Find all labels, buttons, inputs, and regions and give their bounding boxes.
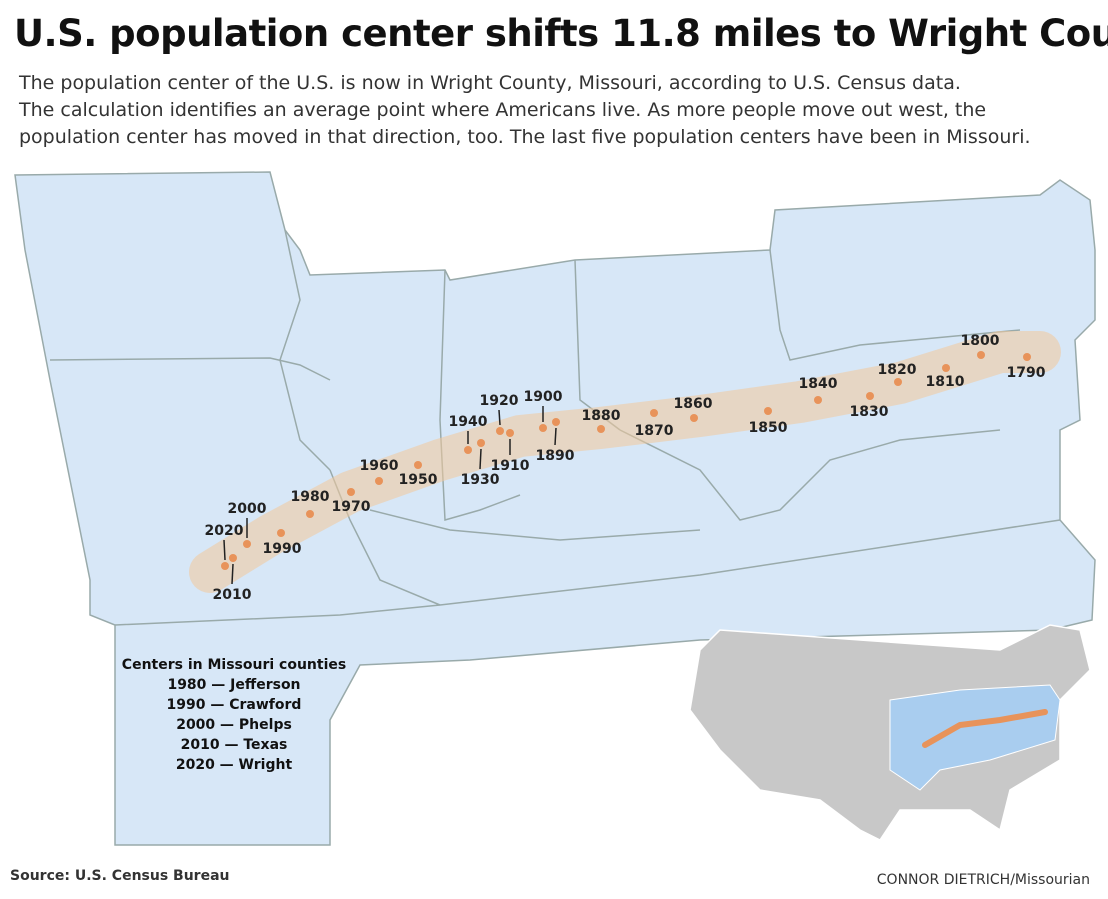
center-dot: [496, 427, 504, 435]
state-border: [769, 249, 1021, 361]
note-line: 2010 — Texas: [181, 737, 288, 753]
note-title: Centers in Missouri counties: [122, 657, 346, 673]
leader-line: [498, 409, 501, 426]
year-label: 1810: [926, 374, 965, 390]
center-dot: [552, 418, 560, 426]
center-dot: [477, 439, 485, 447]
center-dot: [375, 477, 383, 485]
year-label: 2010: [213, 587, 252, 603]
state-border: [619, 429, 1001, 521]
source: U.S. Census Bureau: [75, 868, 230, 884]
subtitle: The population center of the U.S. is now…: [19, 70, 1031, 151]
year-label: 2000: [228, 501, 267, 517]
note-line: 2000 — Phelps: [176, 717, 292, 733]
center-dot: [464, 446, 472, 454]
center-dot: [229, 554, 237, 562]
center-dot: [690, 414, 698, 422]
year-label: 1830: [850, 404, 889, 420]
year-label: 1880: [582, 408, 621, 424]
subtitle-line: The calculation identifies an average po…: [19, 99, 987, 121]
center-dot: [866, 392, 874, 400]
year-label: 1860: [674, 396, 713, 412]
year-label: 1950: [399, 472, 438, 488]
center-dot: [539, 424, 547, 432]
center-dot: [764, 407, 772, 415]
subtitle-line: The population center of the U.S. is now…: [19, 72, 961, 94]
state-border: [279, 229, 331, 471]
note-line: 1980 — Jefferson: [167, 677, 300, 693]
center-dot: [1023, 353, 1031, 361]
credit-org: /Missourian: [1010, 872, 1090, 888]
center-dot: [277, 529, 285, 537]
year-label: 1910: [491, 458, 530, 474]
center-dot: [597, 425, 605, 433]
credit-name: CONNOR DIETRICH: [877, 872, 1010, 888]
leader-line: [554, 427, 557, 446]
year-label: 1820: [878, 362, 917, 378]
year-label: 1990: [263, 541, 302, 557]
center-dot: [894, 378, 902, 386]
center-dot: [650, 409, 658, 417]
center-dot: [506, 429, 514, 437]
state-border: [369, 509, 701, 541]
subtitle-line: population center has moved in that dire…: [19, 126, 1031, 148]
leader-line: [479, 448, 482, 470]
note-line: 2020 — Wright: [176, 757, 293, 773]
inset-path: [922, 709, 1048, 748]
year-label: 1800: [961, 333, 1000, 349]
leader-line: [223, 539, 226, 561]
year-label: 1790: [1007, 365, 1046, 381]
region: [14, 171, 1096, 846]
year-label: 1960: [360, 458, 399, 474]
center-dot: [977, 351, 985, 359]
year-label: 1840: [799, 376, 838, 392]
state-border: [439, 269, 521, 521]
year-label: 1900: [524, 389, 563, 405]
source-label: Source:: [10, 868, 70, 884]
center-dot: [347, 488, 355, 496]
source-label: Source: U.S. Census Bureau: [10, 868, 230, 884]
state-border: [49, 357, 331, 381]
year-label: 1890: [536, 448, 575, 464]
credit: CONNOR DIETRICH/Missourian: [877, 872, 1090, 888]
year-label: 1870: [635, 423, 674, 439]
center-dot: [814, 396, 822, 404]
inset-map: [689, 624, 1091, 841]
year-label: 2020: [205, 523, 244, 539]
year-label: 1980: [291, 489, 330, 505]
highlight-states: [889, 684, 1061, 791]
leader-line: [231, 563, 234, 585]
year-label: 1930: [461, 472, 500, 488]
title: U.S. population center shifts 11.8 miles…: [14, 12, 1108, 55]
center-dot: [221, 562, 229, 570]
center-dot: [306, 510, 314, 518]
year-label: 1850: [749, 420, 788, 436]
main-map: [14, 171, 1096, 846]
center-dot: [414, 461, 422, 469]
year-label: 1920: [480, 393, 519, 409]
center-dot: [243, 540, 251, 548]
note-line: 1990 — Crawford: [167, 697, 302, 713]
center-dot: [942, 364, 950, 372]
year-label: 1940: [449, 414, 488, 430]
year-label: 1970: [332, 499, 371, 515]
